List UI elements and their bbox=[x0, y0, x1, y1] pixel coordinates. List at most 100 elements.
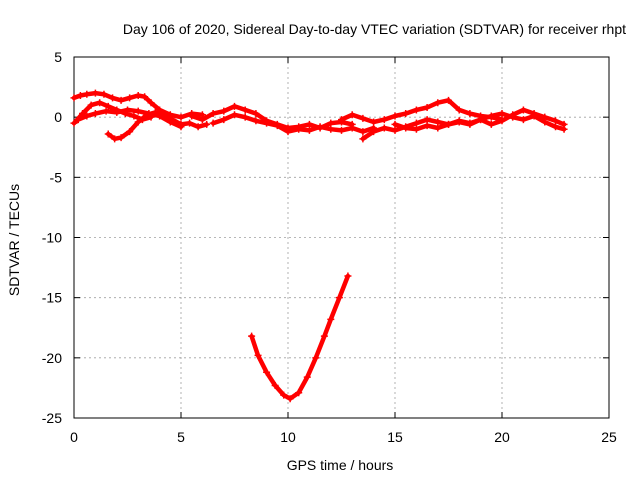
data-point bbox=[423, 122, 431, 130]
data-point bbox=[104, 130, 112, 138]
data-point bbox=[560, 125, 568, 133]
data-point bbox=[327, 125, 335, 133]
data-point bbox=[198, 116, 206, 124]
data-point bbox=[87, 101, 95, 109]
data-point bbox=[519, 106, 527, 114]
data-point bbox=[344, 272, 352, 280]
data-point bbox=[327, 315, 335, 323]
data-point bbox=[117, 134, 125, 142]
data-point bbox=[412, 106, 420, 114]
data-point bbox=[109, 94, 117, 102]
data-point bbox=[160, 111, 168, 119]
data-point bbox=[273, 122, 281, 130]
series-track-9 bbox=[391, 110, 568, 133]
data-point bbox=[320, 332, 328, 340]
data-point bbox=[252, 117, 260, 125]
x-tick-label: 5 bbox=[177, 429, 185, 445]
data-point bbox=[83, 90, 91, 98]
series-track-4 bbox=[104, 108, 211, 143]
data-point bbox=[466, 120, 474, 128]
data-point bbox=[271, 382, 279, 390]
y-tick-label: -5 bbox=[50, 169, 63, 185]
data-point bbox=[188, 112, 196, 120]
data-point bbox=[252, 110, 260, 118]
data-point bbox=[134, 92, 142, 100]
data-point bbox=[370, 118, 378, 126]
data-point bbox=[338, 116, 345, 124]
axis-ticks bbox=[73, 56, 610, 419]
y-tick-label: 0 bbox=[54, 109, 62, 125]
data-point bbox=[254, 351, 262, 359]
data-point bbox=[412, 125, 420, 133]
data-series bbox=[70, 89, 568, 403]
data-point bbox=[487, 112, 495, 120]
data-point bbox=[423, 104, 431, 112]
data-point bbox=[359, 135, 367, 143]
data-point bbox=[498, 117, 506, 125]
data-point bbox=[434, 124, 442, 132]
data-point bbox=[295, 125, 303, 133]
data-point bbox=[327, 119, 335, 127]
data-point bbox=[231, 111, 238, 119]
data-point bbox=[134, 118, 142, 126]
data-point bbox=[509, 113, 517, 121]
data-point bbox=[74, 116, 82, 124]
data-point bbox=[124, 106, 131, 114]
data-point bbox=[76, 92, 84, 100]
data-point bbox=[209, 110, 217, 118]
x-axis-tick-labels: 0 5 10 15 20 25 bbox=[70, 429, 617, 445]
series-track-7 bbox=[338, 96, 506, 126]
series-line bbox=[71, 90, 205, 120]
data-point bbox=[455, 118, 463, 126]
data-point bbox=[263, 119, 271, 127]
data-point bbox=[295, 389, 303, 397]
data-point bbox=[141, 93, 149, 101]
data-point bbox=[303, 373, 311, 381]
data-point bbox=[455, 106, 463, 114]
data-point bbox=[380, 124, 388, 132]
data-point bbox=[186, 119, 194, 127]
chart-title: Day 106 of 2020, Sidereal Day-to-day VTE… bbox=[123, 21, 626, 37]
data-point bbox=[338, 126, 345, 134]
data-point bbox=[445, 96, 452, 104]
data-point bbox=[203, 120, 211, 128]
x-tick-label: 15 bbox=[387, 429, 403, 445]
data-point bbox=[220, 107, 228, 115]
data-point bbox=[316, 123, 324, 131]
data-point bbox=[498, 110, 506, 118]
data-point bbox=[134, 107, 142, 115]
data-point bbox=[391, 112, 399, 120]
x-tick-label: 10 bbox=[280, 429, 296, 445]
data-point bbox=[335, 294, 343, 302]
data-point bbox=[241, 106, 249, 114]
data-point bbox=[380, 116, 388, 124]
data-point bbox=[96, 99, 104, 107]
data-point bbox=[402, 110, 410, 118]
series-line bbox=[339, 98, 505, 125]
data-point bbox=[248, 332, 256, 340]
data-point bbox=[487, 120, 495, 128]
data-point bbox=[402, 124, 410, 132]
data-point bbox=[168, 116, 176, 124]
data-point bbox=[70, 94, 78, 102]
data-point bbox=[147, 99, 155, 107]
data-point bbox=[552, 123, 559, 131]
data-point bbox=[177, 113, 185, 121]
y-axis-tick-labels: 5 0 -5 -10 -15 -20 -25 bbox=[42, 49, 62, 426]
data-point bbox=[209, 119, 217, 127]
data-point bbox=[466, 110, 474, 118]
data-point bbox=[434, 118, 442, 126]
series-line bbox=[71, 100, 154, 126]
data-point bbox=[130, 112, 138, 120]
x-tick-label: 25 bbox=[601, 429, 617, 445]
data-point bbox=[348, 111, 356, 119]
y-tick-label: -15 bbox=[42, 290, 62, 306]
data-point bbox=[391, 120, 399, 128]
y-axis-label: SDTVAR / TECUs bbox=[6, 184, 22, 296]
data-point bbox=[143, 111, 151, 119]
data-point bbox=[126, 94, 134, 102]
data-point bbox=[83, 112, 91, 120]
data-point bbox=[241, 113, 249, 121]
data-point bbox=[286, 395, 294, 403]
